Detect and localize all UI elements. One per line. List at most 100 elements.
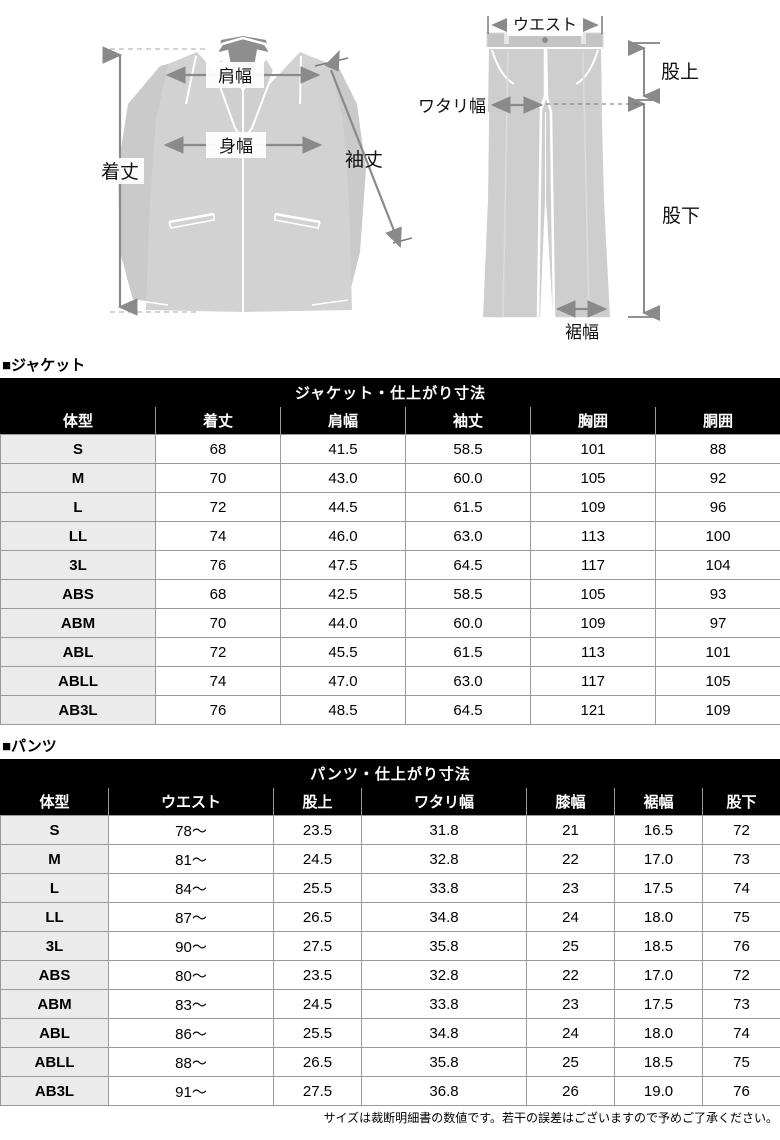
jacket-cell: 72 — [155, 637, 281, 667]
pants-cell: 86〜 — [108, 1018, 274, 1048]
table-row: ABM 70 44.0 60.0 109 97 — [0, 608, 780, 638]
jacket-col-header-0: 体型 — [0, 406, 156, 435]
pants-illustration — [483, 32, 610, 319]
pants-cell: 18.5 — [614, 931, 703, 961]
table-row: ABS 68 42.5 58.5 105 93 — [0, 579, 780, 609]
jacket-cell: 76 — [155, 550, 281, 580]
pants-cell: 80〜 — [108, 960, 274, 990]
pants-cell: 16.5 — [614, 815, 703, 845]
pants-cell: 72 — [702, 815, 780, 845]
jacket-cell: 60.0 — [405, 608, 531, 638]
pants-size-label: ABL — [0, 1018, 109, 1048]
table-row: LL 87〜 26.5 34.8 24 18.0 75 — [0, 902, 780, 932]
pants-cell: 34.8 — [361, 1018, 527, 1048]
pants-col-header-0: 体型 — [0, 787, 109, 816]
table-row: L 72 44.5 61.5 109 96 — [0, 492, 780, 522]
jacket-cell: 109 — [530, 492, 656, 522]
table-row: ABL 72 45.5 61.5 113 101 — [0, 637, 780, 667]
pants-cell: 90〜 — [108, 931, 274, 961]
jacket-cell: 44.0 — [280, 608, 406, 638]
table-row: LL 74 46.0 63.0 113 100 — [0, 521, 780, 551]
jacket-cell: 70 — [155, 608, 281, 638]
jacket-size-label: LL — [0, 521, 156, 551]
pants-cell: 18.0 — [614, 902, 703, 932]
pants-cell: 26.5 — [273, 1047, 362, 1077]
pants-cell: 78〜 — [108, 815, 274, 845]
pants-cell: 25 — [526, 931, 615, 961]
jacket-cell: 76 — [155, 695, 281, 725]
pants-size-label: M — [0, 844, 109, 874]
pants-cell: 32.8 — [361, 960, 527, 990]
pants-cell: 17.5 — [614, 989, 703, 1019]
table-row: ABL 86〜 25.5 34.8 24 18.0 74 — [0, 1018, 780, 1048]
jacket-cell: 105 — [530, 579, 656, 609]
pants-col-header-3: ワタリ幅 — [361, 787, 527, 816]
jacket-cell: 41.5 — [280, 434, 406, 464]
jacket-cell: 61.5 — [405, 492, 531, 522]
jacket-cell: 74 — [155, 521, 281, 551]
pants-size-label: L — [0, 873, 109, 903]
pants-cell: 87〜 — [108, 902, 274, 932]
table-row: M 81〜 24.5 32.8 22 17.0 73 — [0, 844, 780, 874]
pants-cell: 74 — [702, 873, 780, 903]
jacket-cell: 64.5 — [405, 550, 531, 580]
svg-text:ウエスト: ウエスト — [513, 16, 577, 34]
jacket-cell: 42.5 — [280, 579, 406, 609]
pants-cell: 18.0 — [614, 1018, 703, 1048]
pants-inseam-label: 股下 — [662, 206, 700, 227]
pants-cell: 31.8 — [361, 815, 527, 845]
pants-cell: 35.8 — [361, 1047, 527, 1077]
pants-section-heading: ■パンツ — [2, 738, 57, 755]
measurement-diagram: 着丈 肩幅 身幅 袖丈 — [0, 0, 780, 358]
pants-col-header-4: 膝幅 — [526, 787, 615, 816]
jacket-section-heading: ■ジャケット — [2, 357, 86, 374]
jacket-cell: 109 — [530, 608, 656, 638]
pants-cell: 26.5 — [273, 902, 362, 932]
table-row: ABLL 74 47.0 63.0 117 105 — [0, 666, 780, 696]
pants-col-header-2: 股上 — [273, 787, 362, 816]
jacket-cell: 58.5 — [405, 579, 531, 609]
jacket-cell: 101 — [530, 434, 656, 464]
jacket-cell: 109 — [654, 695, 780, 725]
pants-cell: 26 — [526, 1076, 615, 1106]
jacket-cell: 93 — [654, 579, 780, 609]
table-row: L 84〜 25.5 33.8 23 17.5 74 — [0, 873, 780, 903]
pants-cell: 76 — [702, 931, 780, 961]
jacket-cell: 61.5 — [405, 637, 531, 667]
pants-cell: 22 — [526, 960, 615, 990]
pants-cell: 84〜 — [108, 873, 274, 903]
jacket-length-label: 着丈 — [96, 158, 144, 184]
jacket-cell: 117 — [530, 666, 656, 696]
pants-table-title: パンツ・仕上がり寸法 — [0, 759, 780, 788]
jacket-cell: 68 — [155, 579, 281, 609]
jacket-cell: 117 — [530, 550, 656, 580]
pants-cell: 24 — [526, 1018, 615, 1048]
pants-cell: 24.5 — [273, 844, 362, 874]
jacket-size-label: ABM — [0, 608, 156, 638]
svg-text:肩幅: 肩幅 — [218, 67, 252, 86]
pants-cell: 23.5 — [273, 960, 362, 990]
jacket-cell: 63.0 — [405, 521, 531, 551]
jacket-sleeve-arrow — [324, 50, 402, 249]
pants-size-label: ABS — [0, 960, 109, 990]
jacket-bodywidth-label: 身幅 — [206, 132, 266, 158]
pants-cell: 23 — [526, 873, 615, 903]
pants-cell: 75 — [702, 902, 780, 932]
pants-cell: 34.8 — [361, 902, 527, 932]
pants-cell: 18.5 — [614, 1047, 703, 1077]
jacket-table-title: ジャケット・仕上がり寸法 — [0, 378, 780, 407]
jacket-cell: 72 — [155, 492, 281, 522]
jacket-size-label: ABS — [0, 579, 156, 609]
jacket-shoulder-label: 肩幅 — [206, 62, 264, 88]
pants-cell: 27.5 — [273, 1076, 362, 1106]
pants-hem-label: 裾幅 — [565, 323, 599, 342]
jacket-cell: 104 — [654, 550, 780, 580]
pants-cell: 33.8 — [361, 873, 527, 903]
pants-size-label: ABM — [0, 989, 109, 1019]
table-row: S 68 41.5 58.5 101 88 — [0, 434, 780, 464]
pants-waist-label: ウエスト — [507, 12, 583, 36]
pants-cell: 35.8 — [361, 931, 527, 961]
pants-cell: 24.5 — [273, 989, 362, 1019]
jacket-cell: 96 — [654, 492, 780, 522]
jacket-size-label: ABLL — [0, 666, 156, 696]
